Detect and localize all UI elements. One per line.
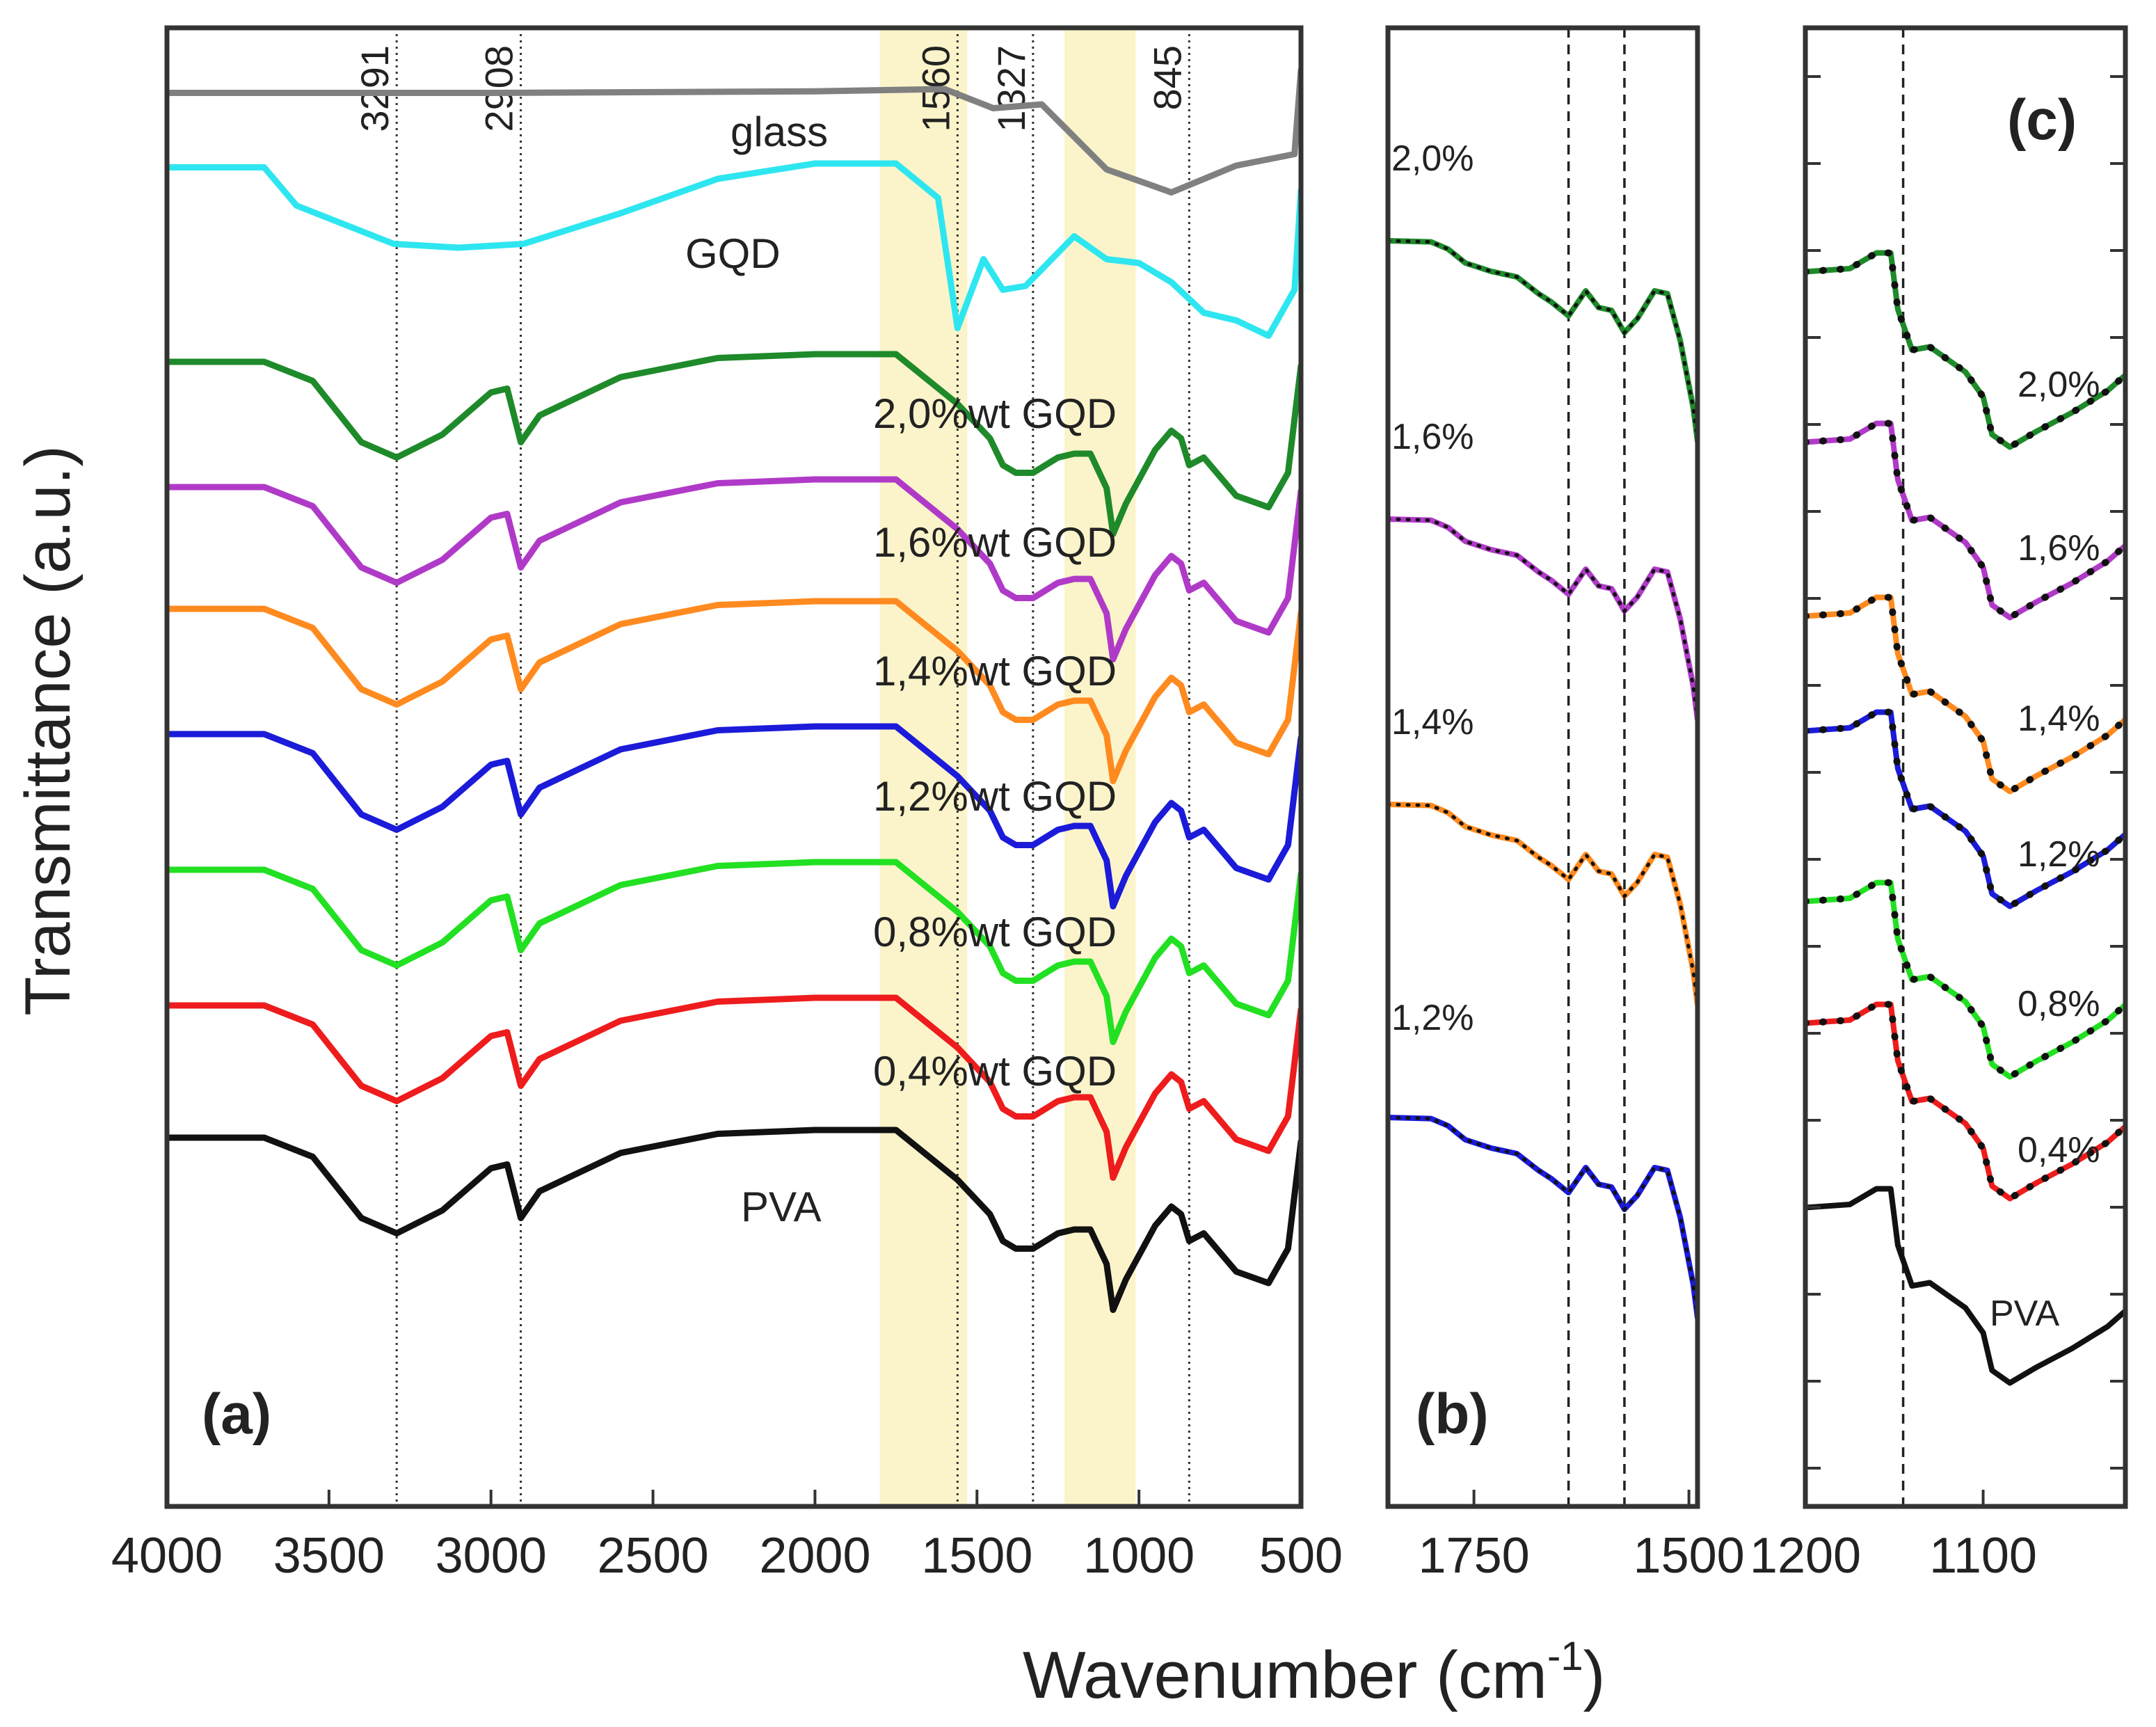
fit-dotted-1-4 [1805, 594, 2125, 796]
x-tick-label-2000: 2000 [759, 1528, 870, 1584]
series-line-1-4-wt-gqd [167, 598, 1301, 784]
series-line-1-6 [1805, 420, 2125, 621]
series-label-2-0-wt-gqd: 2,0%wt GQD [873, 390, 1117, 437]
x-tick-label-1500: 1500 [1634, 1528, 1745, 1584]
fit-dotted-1-2 [1805, 708, 2125, 911]
series-line-2-0-wt-gqd [167, 351, 1301, 537]
x-tick-label-2500: 2500 [597, 1528, 708, 1584]
series-line-0-4-wt-gqd [167, 994, 1301, 1181]
series-group [167, 67, 1301, 1313]
series-label-pva: PVA [1990, 1294, 2060, 1334]
series-label-0-4-wt-gqd: 0,4%wt GQD [873, 1048, 1117, 1095]
plot-frame [1803, 25, 2128, 1509]
series-line-gqd [167, 160, 1301, 339]
series-group [1388, 238, 1698, 1321]
series-label-1-6-wt-gqd: 1,6%wt GQD [873, 519, 1117, 566]
panel-c: 2,0% 1,6% 1,4% 1,2% 0,8% 0,4% PVA 1200 1100 (c) [1750, 25, 2128, 1584]
panel-label: (a) [202, 1383, 271, 1446]
panel-label: (b) [1416, 1383, 1489, 1446]
peak-label-3291: 3291 [353, 45, 397, 132]
fit-dotted-1-6 [1805, 420, 2125, 622]
series-label-1-4: 1,4% [1391, 702, 1474, 742]
series-line-1-2-wt-gqd [167, 723, 1301, 909]
fit-dotted-1-4 [1388, 802, 1698, 1007]
x-tick-label-1750: 1750 [1419, 1528, 1530, 1584]
y-axis-label: Transmittance (a.u.) [13, 445, 83, 1016]
x-tick-label-1500: 1500 [921, 1528, 1032, 1584]
peak-label-2908: 2908 [477, 45, 521, 132]
series-label-gqd: GQD [685, 230, 781, 277]
fit-dotted-1-6 [1388, 517, 1698, 722]
series-line-1-2 [1388, 1115, 1698, 1321]
series-label-1-4: 1,4% [2018, 699, 2100, 739]
x-axis-label: Wavenumber (cm-1) [1023, 1634, 1605, 1712]
series-line-1-6-wt-gqd [167, 476, 1301, 662]
series-line-pva [167, 1127, 1301, 1313]
panel-b: 2,0% 1,6% 1,4% 1,2% 1750 1500 (b) [1385, 25, 1745, 1584]
series-label-1-6: 1,6% [1391, 417, 1474, 457]
series-line-glass [167, 67, 1301, 196]
fit-dotted-0-4 [1805, 1001, 2125, 1203]
peak-label-1327: 1327 [989, 45, 1033, 132]
series-group [1805, 249, 2125, 1386]
x-tick-label-1100: 1100 [1929, 1528, 2037, 1584]
x-tick-label-1200: 1200 [1750, 1528, 1861, 1584]
series-line-1-4 [1388, 802, 1698, 1008]
series-label-pva: PVA [741, 1184, 822, 1230]
x-tick-label-3000: 3000 [436, 1528, 547, 1584]
x-tick-label-500: 500 [1259, 1528, 1343, 1584]
fit-dotted-2-0 [1388, 239, 1698, 443]
series-label-2-0: 2,0% [2018, 365, 2100, 405]
series-line-1-6 [1388, 516, 1698, 722]
series-label-1-4-wt-gqd: 1,4%wt GQD [873, 648, 1117, 694]
series-label-1-2: 1,2% [2018, 834, 2100, 875]
shaded-band-2 [1064, 28, 1136, 1506]
series-label-0-4: 0,4% [2018, 1130, 2100, 1170]
plot-frame [1385, 25, 1700, 1509]
series-label-2-0: 2,0% [1391, 138, 1474, 179]
series-line-0-8 [1805, 880, 2125, 1080]
series-label-0-8-wt-gqd: 0,8%wt GQD [873, 909, 1117, 955]
peak-label-845: 845 [1145, 45, 1189, 110]
plot-frame [164, 25, 1304, 1509]
series-line-2-0 [1805, 250, 2125, 450]
panel-label: (c) [2007, 88, 2077, 152]
series-line-pva [1805, 1186, 2125, 1386]
series-label-1-2: 1,2% [1391, 998, 1474, 1038]
series-line-0-8-wt-gqd [167, 859, 1301, 1045]
x-tick-label-3500: 3500 [273, 1528, 385, 1584]
series-label-glass: glass [730, 109, 828, 155]
fit-dotted-0-8 [1805, 879, 2125, 1081]
series-line-2-0 [1388, 238, 1698, 444]
series-line-1-2 [1805, 709, 2125, 909]
series-label-1-2-wt-gqd: 1,2%wt GQD [873, 773, 1117, 820]
x-tick-label-4000: 4000 [111, 1528, 223, 1584]
fit-dotted-1-2 [1388, 1115, 1698, 1320]
series-label-1-6: 1,6% [2018, 528, 2100, 568]
fit-dotted-2-0 [1805, 249, 2125, 452]
shaded-band-1 [879, 28, 968, 1506]
series-label-0-8: 0,8% [2018, 984, 2100, 1024]
series-line-1-4 [1805, 594, 2125, 795]
x-tick-label-1000: 1000 [1083, 1528, 1195, 1584]
